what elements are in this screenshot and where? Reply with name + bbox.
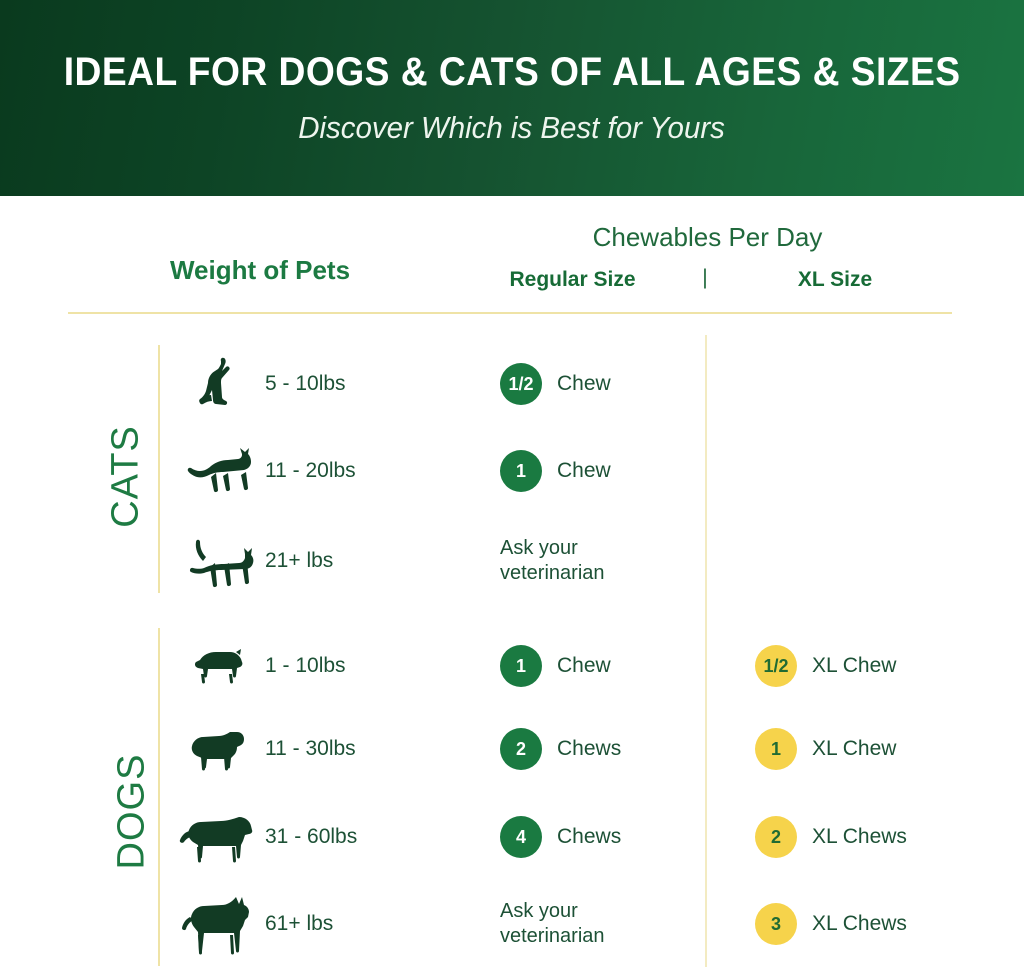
dose-badge: 4 [500, 816, 542, 858]
weight-label: 21+ lbs [265, 549, 334, 572]
ask-vet-line-2: veterinarian [500, 925, 605, 947]
dose-unit-label: Chews [557, 737, 622, 760]
cat-sitting-icon [170, 340, 265, 428]
regular-dose-cell: Ask your veterinarian [500, 517, 730, 605]
column-header-separator: | [702, 266, 708, 289]
weight-label: 61+ lbs [265, 912, 334, 935]
weight-label: 11 - 20lbs [265, 459, 356, 482]
table-row: 11 - 30lbs 2 Chews 1 XL Chew [160, 705, 1024, 793]
cat-walking-icon [170, 517, 265, 605]
regular-dose-cell: 1/2 Chew [500, 340, 730, 428]
dog-setter-icon [170, 793, 265, 881]
column-header-chewables: Chewables Per Day [592, 222, 823, 252]
section-label-cats: CATS [104, 425, 147, 528]
regular-dose-cell: 2 Chews [500, 705, 730, 793]
xl-dose-unit-label: XL Chews [812, 912, 907, 935]
regular-dose-cell: 1 Chew [500, 622, 730, 710]
dog-terrier-icon [170, 622, 265, 710]
xl-dose-badge: 1 [755, 728, 797, 770]
dose-badge: 1 [500, 450, 542, 492]
regular-dose-cell: Ask your veterinarian [500, 880, 730, 968]
table-row: 31 - 60lbs 4 Chews 2 XL Chews [160, 793, 1024, 881]
dose-unit-label: Chews [557, 825, 622, 848]
dose-badge: 1 [500, 645, 542, 687]
header-banner: IDEAL FOR DOGS & CATS OF ALL AGES & SIZE… [0, 0, 1024, 196]
table-row: 5 - 10lbs 1/2 Chew [160, 340, 1024, 428]
xl-dose-cell: 1/2 XL Chew [755, 622, 1024, 710]
header-divider-line [68, 312, 952, 314]
xl-column-divider-line [705, 335, 707, 967]
page-subtitle: Discover Which is Best for Yours [298, 110, 726, 145]
weight-label: 5 - 10lbs [265, 372, 346, 395]
xl-dose-unit-label: XL Chew [812, 654, 897, 677]
xl-dose-cell: 3 XL Chews [755, 880, 1024, 968]
xl-dose-unit-label: XL Chews [812, 825, 907, 848]
dogs-section-divider-line [158, 628, 160, 966]
ask-vet-line-1: Ask your [500, 900, 578, 922]
weight-label: 1 - 10lbs [265, 654, 346, 677]
xl-dose-unit-label: XL Chew [812, 737, 897, 760]
xl-dose-cell: 2 XL Chews [755, 793, 1024, 881]
xl-dose-badge: 2 [755, 816, 797, 858]
table-row: 61+ lbs Ask your veterinarian 3 XL Chews [160, 880, 1024, 968]
column-header-regular-size: Regular Size [509, 268, 636, 291]
weight-label: 11 - 30lbs [265, 737, 356, 760]
xl-dose-badge: 1/2 [755, 645, 797, 687]
cat-standing-icon [170, 427, 265, 515]
dose-unit-label: Chew [557, 459, 611, 482]
dose-unit-label: Chew [557, 372, 611, 395]
ask-vet-line-2: veterinarian [500, 562, 605, 584]
section-label-dogs: DOGS [110, 753, 153, 870]
page-title: IDEAL FOR DOGS & CATS OF ALL AGES & SIZE… [63, 50, 961, 94]
dose-unit-label: Chew [557, 654, 611, 677]
xl-dose-cell: 1 XL Chew [755, 705, 1024, 793]
column-header-xl-size: XL Size [797, 268, 873, 291]
regular-dose-cell: 4 Chews [500, 793, 730, 881]
regular-dose-cell: 1 Chew [500, 427, 730, 515]
ask-veterinarian-text: Ask your veterinarian [500, 536, 605, 586]
cats-section-divider-line [158, 345, 160, 593]
ask-veterinarian-text: Ask your veterinarian [500, 899, 605, 949]
table-row: 11 - 20lbs 1 Chew [160, 427, 1024, 515]
dose-badge: 1/2 [500, 363, 542, 405]
xl-dose-badge: 3 [755, 903, 797, 945]
ask-vet-line-1: Ask your [500, 537, 578, 559]
column-header-weight: Weight of Pets [169, 255, 351, 285]
dog-spaniel-icon [170, 705, 265, 793]
dose-badge: 2 [500, 728, 542, 770]
dog-doberman-icon [170, 880, 265, 968]
weight-label: 31 - 60lbs [265, 825, 358, 848]
table-row: 1 - 10lbs 1 Chew 1/2 XL Chew [160, 622, 1024, 710]
table-row: 21+ lbs Ask your veterinarian [160, 517, 1024, 605]
